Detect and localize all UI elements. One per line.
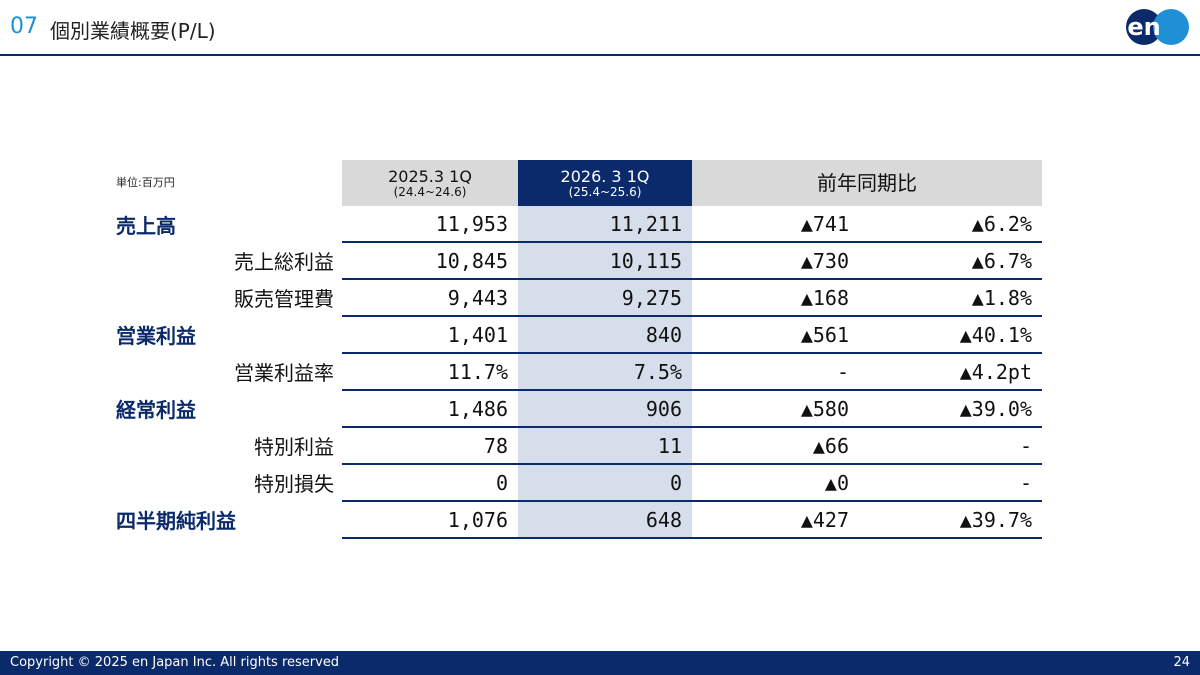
value-prev: 78 [342,427,518,465]
value-diff: - [692,353,867,391]
section-number: 07 [10,14,38,39]
row-label: 営業利益率 [234,361,334,385]
value-prev: 10,845 [342,242,518,280]
value-diff: ▲580 [692,390,867,428]
value-diff: ▲0 [692,464,867,502]
table-header-row: 2025.3 1Q (24.4~24.6) 2026. 3 1Q (25.4~2… [108,160,1042,206]
value-diff: ▲427 [692,501,867,539]
value-diff: ▲168 [692,279,867,317]
col-header-prev: 2025.3 1Q (24.4~24.6) [342,160,518,206]
value-pct: - [867,427,1042,465]
table-row: 営業利益 1,401 840 ▲561 ▲40.1% [108,316,1042,354]
row-label: 特別損失 [254,472,334,496]
value-cur: 906 [518,390,692,428]
row-label: 経常利益 [116,398,196,422]
value-prev: 1,076 [342,501,518,539]
row-label: 特別利益 [254,435,334,459]
value-prev: 1,486 [342,390,518,428]
value-pct: - [867,464,1042,502]
footer-bar: Copyright © 2025 en Japan Inc. All right… [0,651,1200,675]
value-pct: ▲39.0% [867,390,1042,428]
row-label: 売上総利益 [234,250,334,274]
value-diff: ▲561 [692,316,867,354]
header-divider [0,54,1200,56]
value-cur: 7.5% [518,353,692,391]
value-cur: 648 [518,501,692,539]
col-header-yoy: 前年同期比 [692,160,1042,206]
slide-header: 07 個別業績概要(P/L) en [0,0,1200,56]
value-cur: 11,211 [518,206,692,243]
value-pct: ▲40.1% [867,316,1042,354]
page-title: 個別業績概要(P/L) [50,19,216,43]
value-pct: ▲1.8% [867,279,1042,317]
value-pct: ▲39.7% [867,501,1042,539]
value-cur: 840 [518,316,692,354]
value-cur: 9,275 [518,279,692,317]
table-row: 特別損失 0 0 ▲0- [108,464,1042,502]
value-pct: ▲6.7% [867,242,1042,280]
table-row: 経常利益 1,486 906 ▲580 ▲39.0% [108,390,1042,428]
header-spacer [108,160,342,206]
col-header-yoy-label: 前年同期比 [817,171,917,195]
table-row: 特別利益 78 11 ▲66- [108,427,1042,465]
copyright-text: Copyright © 2025 en Japan Inc. All right… [10,655,340,670]
col-header-prev-label: 2025.3 1Q [388,166,472,186]
table-row: 売上総利益 10,845 10,115 ▲730 ▲6.7% [108,242,1042,280]
value-pct: ▲4.2pt [867,353,1042,391]
en-logo-icon: en [1126,9,1189,45]
col-header-cur: 2026. 3 1Q (25.4~25.6) [518,160,692,206]
table-row: 販売管理費 9,443 9,275 ▲168 ▲1.8% [108,279,1042,317]
value-prev: 11,953 [342,206,518,243]
col-header-cur-range: (25.4~25.6) [568,184,642,199]
value-diff: ▲66 [692,427,867,465]
row-label: 営業利益 [116,324,196,348]
table-row: 四半期純利益 1,076 648 ▲427 ▲39.7% [108,501,1042,539]
value-cur: 10,115 [518,242,692,280]
value-diff: ▲741 [692,206,867,243]
value-prev: 11.7% [342,353,518,391]
unit-label: 単位:百万円 [116,176,175,189]
value-prev: 0 [342,464,518,502]
row-label: 販売管理費 [234,287,334,311]
table-row: 売上高 11,953 11,211 ▲741 ▲6.2% [108,206,1042,243]
svg-text:en: en [1127,13,1160,41]
row-label: 売上高 [116,213,176,238]
value-cur: 0 [518,464,692,502]
pl-table: 2025.3 1Q (24.4~24.6) 2026. 3 1Q (25.4~2… [108,160,1042,539]
value-prev: 9,443 [342,279,518,317]
page-number: 24 [1173,655,1190,670]
row-label: 四半期純利益 [116,509,236,533]
value-pct: ▲6.2% [867,206,1042,243]
value-cur: 11 [518,427,692,465]
table-row: 営業利益率 11.7% 7.5% - ▲4.2pt [108,353,1042,391]
col-header-prev-range: (24.4~24.6) [393,184,467,199]
col-header-cur-label: 2026. 3 1Q [560,166,650,186]
value-prev: 1,401 [342,316,518,354]
value-diff: ▲730 [692,242,867,280]
